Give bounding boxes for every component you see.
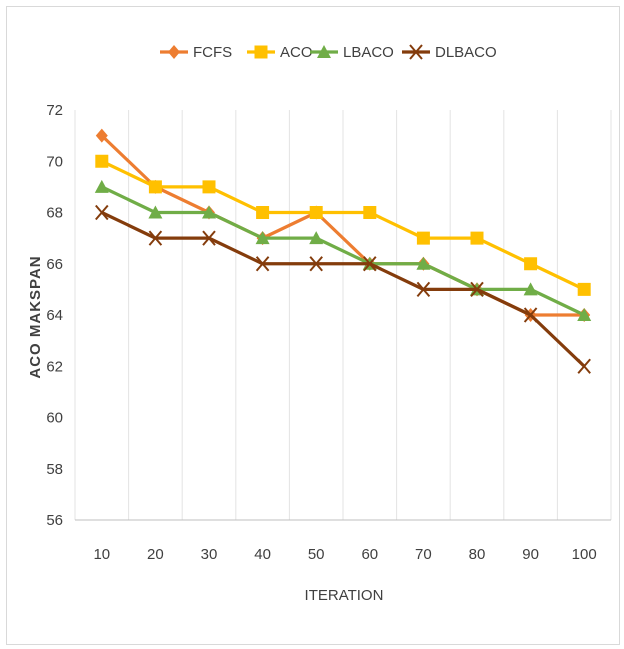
- data-point-dlbaco: [363, 256, 377, 272]
- data-point-aco: [470, 231, 484, 245]
- legend-item-lbaco[interactable]: LBACO: [310, 44, 394, 61]
- marker-stroke: [255, 256, 270, 272]
- data-point-aco: [363, 206, 377, 219]
- marker-stroke: [577, 358, 591, 374]
- marker-stroke: [309, 256, 323, 272]
- marker-stroke: [148, 230, 163, 246]
- x-tick-label: 60: [361, 546, 378, 563]
- y-tick-label: 56: [46, 512, 63, 529]
- marker-stroke: [416, 281, 431, 298]
- x-tick-label: 70: [415, 546, 432, 563]
- marker-stroke: [95, 204, 109, 221]
- y-tick-label: 68: [46, 205, 63, 222]
- data-point-aco: [524, 257, 538, 271]
- marker-stroke: [363, 256, 377, 272]
- legend-label: ACO: [280, 44, 313, 61]
- legend-marker-lbaco: [317, 45, 331, 58]
- x-axis-label: ITERATION: [305, 587, 384, 604]
- data-point-dlbaco: [416, 281, 431, 298]
- x-tick-label: 40: [254, 546, 271, 563]
- data-point-dlbaco: [523, 307, 538, 323]
- data-point-fcfs: [95, 128, 108, 143]
- y-tick-label: 62: [46, 358, 63, 375]
- data-point-lbaco: [255, 231, 270, 245]
- y-tick-label: 58: [46, 461, 63, 478]
- y-axis-label: ACO MAKSPAN: [27, 255, 44, 378]
- data-point-aco: [256, 206, 270, 219]
- legend-item-aco[interactable]: ACO: [247, 44, 313, 61]
- series-line-aco: [101, 159, 585, 291]
- x-tick-label: 80: [469, 546, 486, 563]
- x-tick-label: 20: [147, 546, 164, 563]
- data-point-dlbaco: [148, 230, 163, 246]
- data-point-dlbaco: [202, 230, 216, 246]
- legend-marker-fcfs: [168, 45, 180, 59]
- data-point-dlbaco: [95, 204, 109, 221]
- marker-stroke: [202, 230, 216, 246]
- data-point-dlbaco: [255, 256, 270, 272]
- data-point-dlbaco: [309, 256, 323, 272]
- chart-frame: [6, 6, 620, 645]
- x-tick-label: 10: [93, 546, 110, 563]
- y-tick-labels: 56 58 60 62 64 66 68 70 72: [46, 102, 63, 529]
- x-tick-label: 30: [201, 546, 218, 563]
- data-point-dlbaco: [577, 358, 591, 374]
- y-tick-label: 66: [46, 256, 63, 273]
- x-tick-label: 100: [572, 546, 597, 563]
- marker-stroke: [409, 44, 423, 60]
- x-tick-labels: 10 20 30 40 50 60 70 80 90 100: [93, 546, 596, 563]
- data-point-lbaco: [416, 256, 431, 270]
- data-point-lbaco: [577, 308, 592, 321]
- data-point-aco: [309, 206, 323, 219]
- legend-item-dlbaco[interactable]: DLBACO: [402, 44, 497, 61]
- data-point-lbaco: [202, 205, 216, 219]
- legend-label: DLBACO: [435, 44, 497, 61]
- y-tick-label: 60: [46, 410, 63, 427]
- data-point-aco: [416, 231, 430, 245]
- legend-label: FCFS: [193, 44, 232, 61]
- y-tick-label: 72: [46, 102, 63, 119]
- data-point-lbaco: [94, 179, 109, 193]
- series-aco: [95, 154, 591, 296]
- y-tick-label: 70: [46, 153, 63, 170]
- data-point-lbaco: [148, 205, 163, 219]
- data-point-aco: [202, 180, 216, 194]
- legend-marker-dlbaco: [409, 44, 423, 60]
- legend: FCFS ACO LBACO DLBACO: [160, 44, 497, 61]
- data-point-aco: [577, 282, 591, 296]
- y-tick-label: 64: [46, 307, 63, 324]
- x-tick-label: 90: [522, 546, 539, 563]
- series-line-dlbaco: [101, 211, 586, 368]
- series-dlbaco: [95, 204, 591, 374]
- data-point-aco: [148, 180, 162, 194]
- data-point-lbaco: [309, 231, 324, 245]
- data-point-lbaco: [523, 282, 538, 296]
- legend-marker-aco: [254, 45, 268, 59]
- data-point-aco: [95, 154, 109, 168]
- legend-item-fcfs[interactable]: FCFS: [160, 44, 232, 61]
- marker-stroke: [523, 307, 538, 323]
- series-group: [94, 128, 592, 374]
- marker-stroke: [470, 281, 484, 298]
- x-tick-label: 50: [308, 546, 325, 563]
- legend-label: LBACO: [343, 44, 394, 61]
- series-line-lbaco: [101, 185, 585, 317]
- data-point-dlbaco: [470, 281, 484, 298]
